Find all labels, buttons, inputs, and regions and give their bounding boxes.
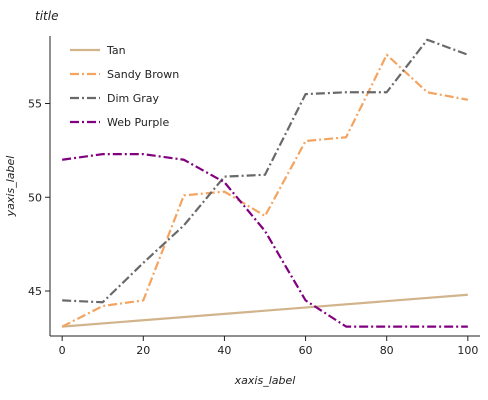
y-axis-title: yaxis_label [4,156,17,218]
x-tick-label: 0 [59,344,66,357]
legend-label-sandy-brown: Sandy Brown [107,68,179,81]
chart-title: title [35,9,58,23]
y-ticks: 45 50 55 [28,98,50,298]
series-line-web-purple [62,153,468,328]
x-axis-title: xaxis_label [234,374,296,387]
series-lines [61,38,469,328]
x-tick-label: 60 [299,344,313,357]
legend: Tan Sandy Brown Dim Gray Web Purple [70,44,179,129]
x-tick-label: 80 [380,344,394,357]
legend-label-web-purple: Web Purple [107,116,169,129]
series-line-tan [62,293,468,328]
legend-label-tan: Tan [106,44,126,57]
series-line-dim-gray [62,38,469,304]
x-tick-label: 100 [457,344,478,357]
y-tick-label: 50 [28,191,42,204]
x-tick-label: 20 [136,344,150,357]
y-tick-label: 45 [28,285,42,298]
x-ticks: 0 20 40 60 80 100 [59,336,478,357]
series-line-sandy-brown [61,53,469,328]
axes [49,36,480,337]
legend-label-dim-gray: Dim Gray [107,92,160,105]
x-tick-label: 40 [217,344,231,357]
y-tick-label: 55 [28,98,42,111]
